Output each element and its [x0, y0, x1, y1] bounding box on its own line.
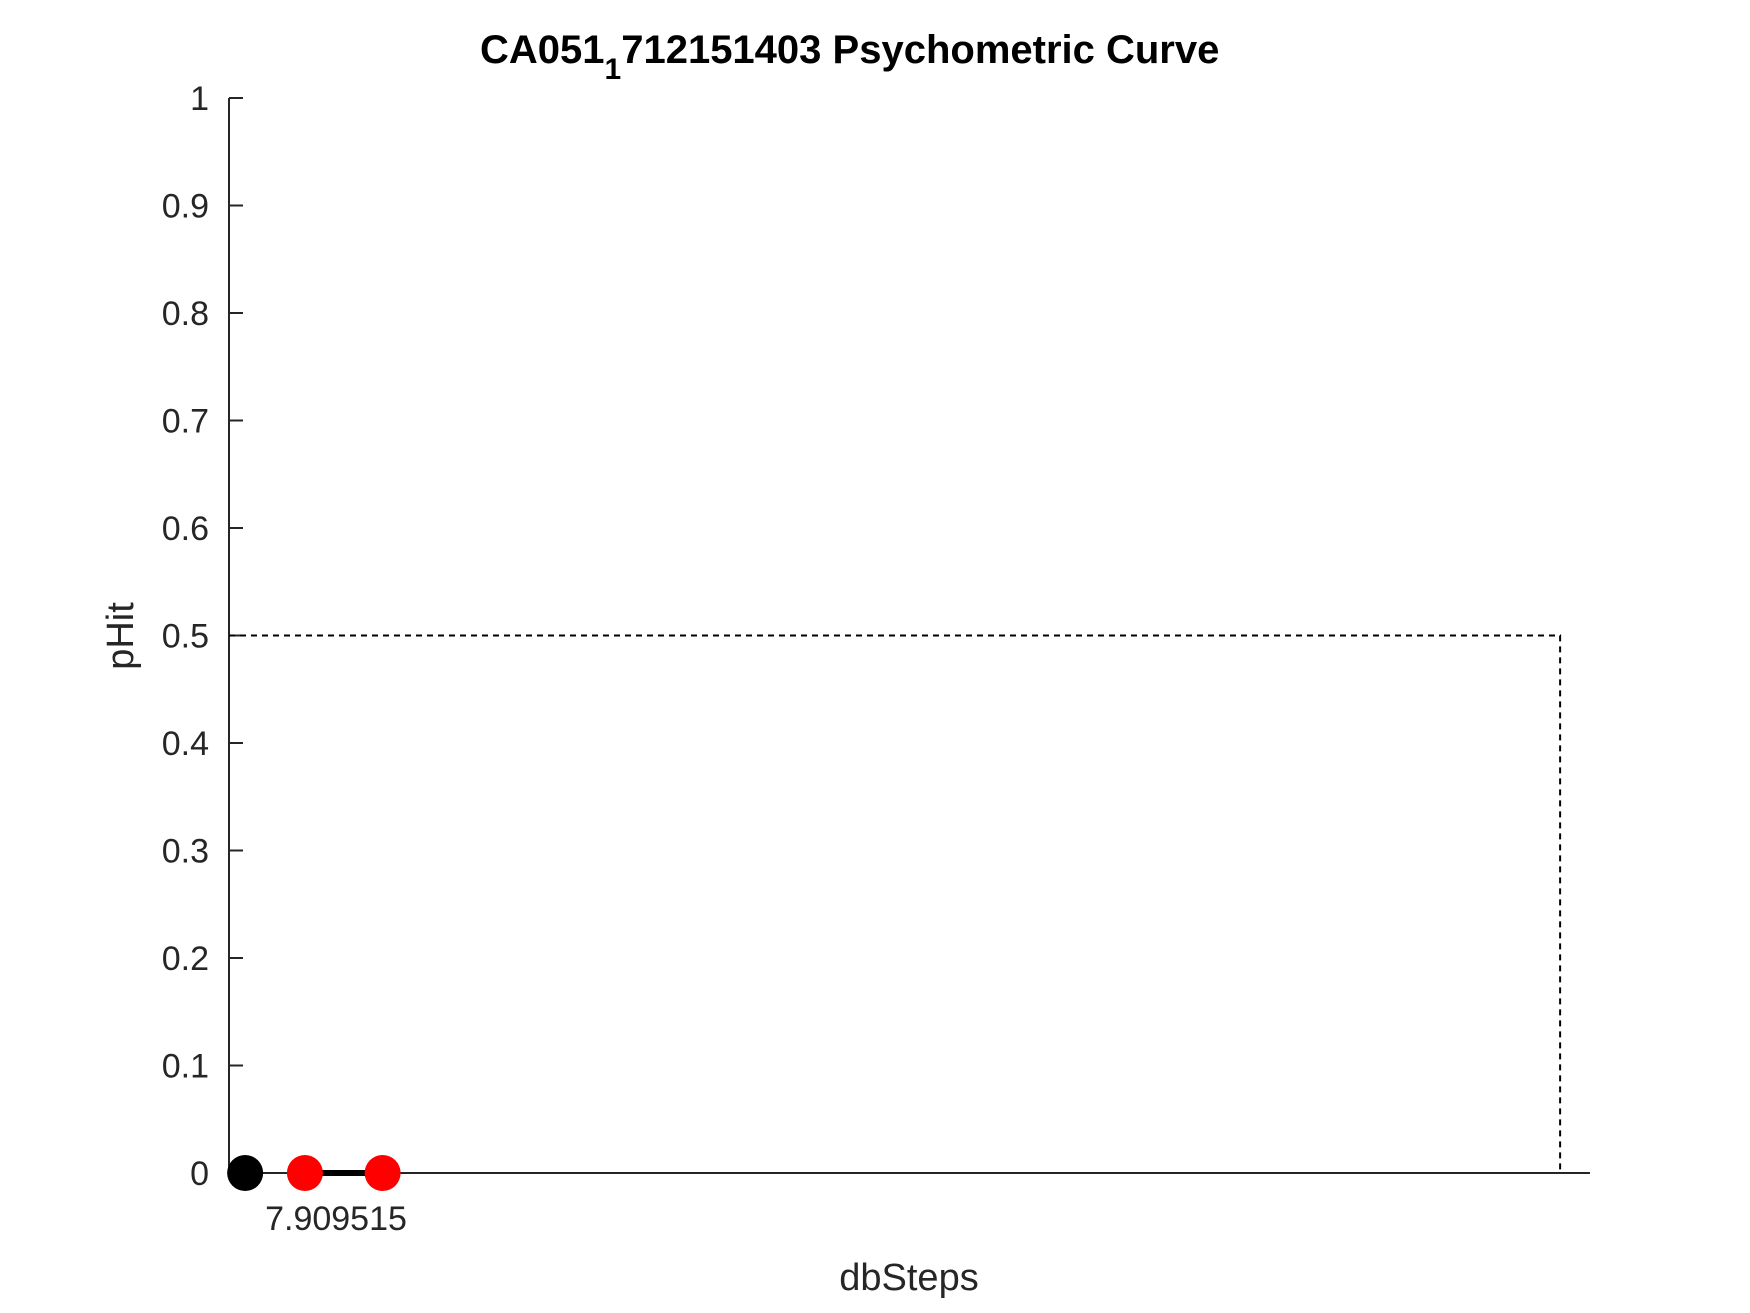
x-tick-label: 7.909515	[265, 1200, 407, 1238]
y-tick-label: 0	[190, 1155, 209, 1193]
chart-title: CA0511712151403 Psychometric Curve	[480, 28, 1219, 86]
x-ticks: 7.909515	[265, 1200, 407, 1238]
y-tick-label: 0.1	[162, 1048, 209, 1086]
y-tick-label: 0.7	[162, 403, 209, 441]
chart-title-rest: 712151403 Psychometric Curve	[621, 28, 1219, 72]
y-tick-label: 0.6	[162, 510, 209, 548]
y-tick-label: 0.9	[162, 188, 209, 226]
chart-title-main: CA051	[480, 28, 605, 72]
chart-title-subscript: 1	[605, 53, 622, 86]
y-tick-label: 0.5	[162, 618, 209, 656]
y-tick-label: 1	[190, 80, 209, 118]
y-tick-label: 0.2	[162, 940, 209, 978]
data-point	[364, 1155, 401, 1191]
data-marks	[227, 1155, 401, 1191]
y-axis-label: pHit	[100, 602, 142, 670]
reference-line	[229, 634, 1562, 1173]
x-axis-label: dbSteps	[839, 1257, 978, 1299]
data-point	[286, 1155, 323, 1191]
threshold-dashed-line	[229, 634, 1562, 1173]
y-tick-label: 0.8	[162, 295, 209, 333]
y-tick-label: 0.4	[162, 725, 209, 763]
y-tick-label: 0.3	[162, 833, 209, 871]
y-ticks: 0 0.1 0.2 0.3 0.4 0.5 0.6 0.7 0.8 0.9 1	[162, 80, 243, 1193]
data-point	[227, 1155, 264, 1191]
